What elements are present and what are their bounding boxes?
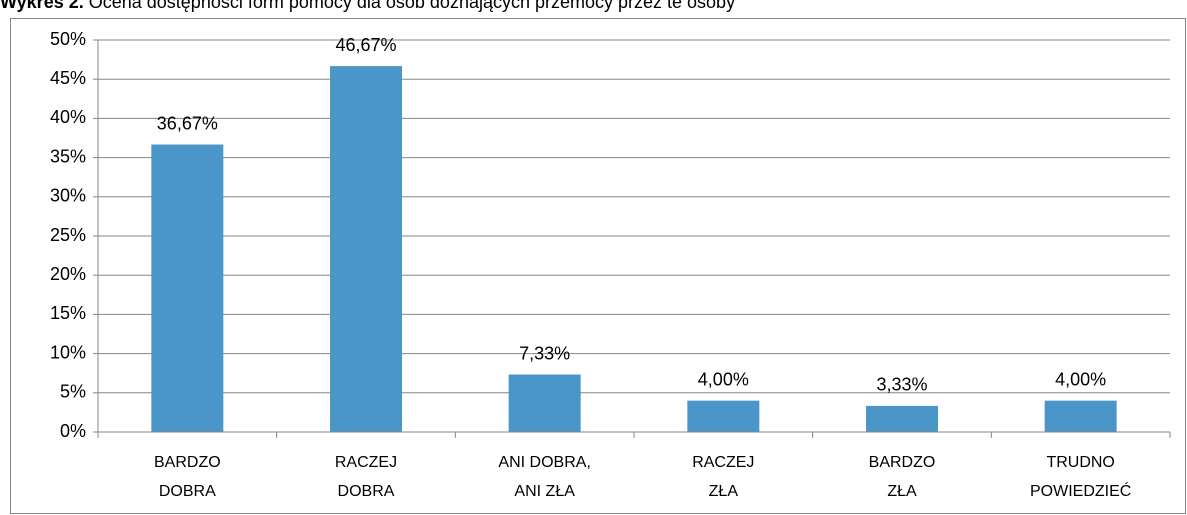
y-tick-label: 5% [60, 382, 86, 402]
y-tick-label: 40% [50, 107, 86, 127]
y-tick-label: 50% [50, 29, 86, 49]
y-tick-label: 25% [50, 225, 86, 245]
x-tick-label: RACZEJ [692, 454, 754, 471]
title-label: Wykres 2. [0, 0, 84, 12]
y-tick-label: 30% [50, 186, 86, 206]
y-tick-label: 10% [50, 342, 86, 362]
y-tick-label: 20% [50, 264, 86, 284]
data-label: 4,00% [698, 369, 749, 389]
x-tick-label: RACZEJ [335, 454, 397, 471]
bar [508, 374, 581, 432]
x-tick-label: BARDZO [869, 454, 936, 471]
title-text: Ocena dostępności form pomocy dla osób d… [89, 0, 735, 12]
y-tick-label: 0% [60, 421, 86, 441]
data-label: 4,00% [1055, 369, 1106, 389]
x-tick-label: DOBRA [159, 483, 216, 500]
y-tick-label: 35% [50, 146, 86, 166]
data-label: 36,67% [157, 113, 218, 133]
bar [330, 66, 402, 432]
x-tick-label: ZŁA [709, 483, 739, 500]
x-tick-label: ANI ZŁA [514, 483, 575, 500]
bar [866, 405, 938, 432]
x-tick-label: TRUDNO [1046, 454, 1114, 471]
data-label: 3,33% [876, 375, 927, 395]
y-tick-label: 15% [50, 303, 86, 323]
bar [151, 144, 224, 432]
data-label: 7,33% [519, 343, 570, 363]
y-tick-label: 45% [50, 68, 86, 88]
x-tick-label: DOBRA [338, 483, 395, 500]
x-tick-label: ANI DOBRA, [498, 454, 590, 471]
bar [1044, 400, 1117, 432]
x-tick-label: BARDZO [154, 454, 221, 471]
x-tick-label: ZŁA [887, 483, 917, 500]
chart-title: Wykres 2. Ocena dostępności form pomocy d… [0, 0, 735, 12]
bar [687, 400, 760, 432]
data-label: 46,67% [335, 35, 396, 55]
x-tick-label: POWIEDZIEĆ [1030, 481, 1131, 500]
